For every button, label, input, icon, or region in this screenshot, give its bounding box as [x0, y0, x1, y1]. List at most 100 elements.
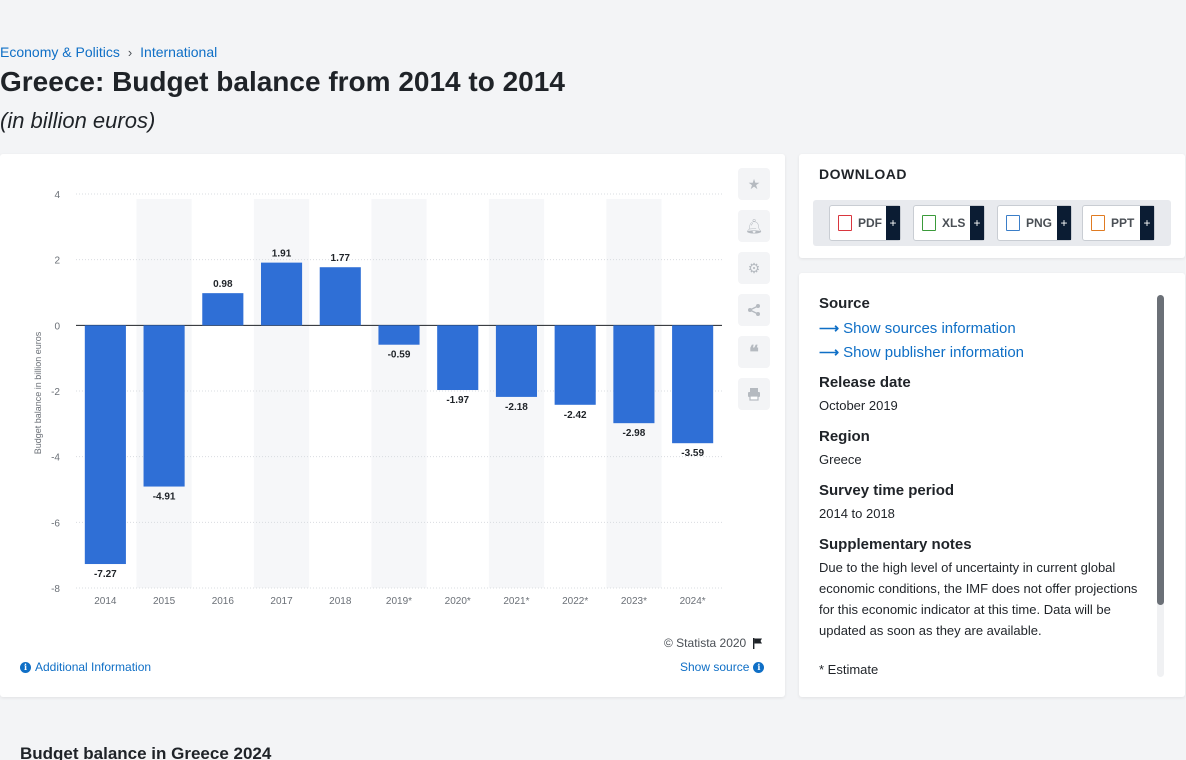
download-png-label: PNG — [1026, 216, 1053, 230]
download-card: DOWNLOAD PDF + XLS + PNG + PPT + — [799, 154, 1185, 258]
bar — [84, 325, 126, 565]
region-heading: Region — [819, 428, 870, 445]
breadcrumb-economy-politics[interactable]: Economy & Politics — [0, 44, 120, 60]
xls-file-icon — [922, 215, 936, 231]
quote-icon[interactable]: ❝ — [738, 336, 770, 368]
release-date-value: October 2019 — [819, 398, 898, 413]
breadcrumb-international[interactable]: International — [140, 44, 218, 60]
page-title: Greece: Budget balance from 2014 to 2014 — [0, 66, 565, 97]
x-tick-label: 2019* — [386, 596, 412, 607]
data-label: 1.77 — [331, 253, 351, 264]
additional-information-link[interactable]: i Additional Information — [20, 660, 151, 674]
x-tick-label: 2017 — [270, 596, 293, 607]
y-tick-label: 0 — [54, 321, 60, 332]
download-png-button[interactable]: PNG + — [997, 205, 1072, 241]
y-axis-label: Budget balance in billion euros — [33, 331, 43, 454]
breadcrumb-separator: › — [127, 44, 133, 60]
download-pdf-button[interactable]: PDF + — [829, 205, 901, 241]
data-label: 0.98 — [213, 279, 233, 290]
bar — [319, 267, 361, 326]
download-ppt-button[interactable]: PPT + — [1082, 205, 1155, 241]
y-tick-label: -8 — [51, 584, 60, 595]
data-label: -2.18 — [505, 402, 528, 413]
arrow-right-icon: ⟶ — [819, 343, 840, 360]
show-source-link[interactable]: Show source i — [680, 660, 765, 674]
data-label: -0.59 — [388, 350, 411, 361]
pdf-file-icon — [838, 215, 852, 231]
breadcrumb: Economy & Politics › International — [0, 43, 217, 61]
share-icon[interactable] — [738, 294, 770, 326]
x-tick-label: 2015 — [153, 596, 176, 607]
download-xls-button[interactable]: XLS + — [913, 205, 985, 241]
download-pdf-label: PDF — [858, 216, 882, 230]
region-value: Greece — [819, 452, 862, 467]
source-heading: Source — [819, 295, 870, 312]
info-scrollbar[interactable] — [1157, 295, 1164, 677]
data-label: -4.91 — [153, 492, 176, 503]
show-sources-link[interactable]: ⟶ Show sources information — [819, 316, 1149, 340]
download-title: DOWNLOAD — [819, 166, 907, 182]
plus-icon: + — [970, 206, 984, 240]
top-navigation-bar — [0, 0, 1186, 36]
bar — [672, 325, 714, 444]
chart-toolbar: ★ 🔔︎ ⚙ ❝ — [738, 168, 770, 420]
y-tick-label: -4 — [51, 453, 60, 464]
chart-card: 4 2 0 -2 -4 -6 -8 Budget balance in billion eur… — [0, 154, 785, 697]
x-tick-label: 2022* — [562, 596, 588, 607]
plus-icon: + — [886, 206, 900, 240]
flag-icon[interactable] — [752, 637, 764, 649]
ppt-file-icon — [1091, 215, 1105, 231]
release-date-heading: Release date — [819, 374, 911, 391]
info-icon: i — [20, 661, 31, 673]
show-source-label: Show source — [680, 660, 750, 674]
download-xls-label: XLS — [942, 216, 966, 230]
data-label: -2.98 — [623, 428, 646, 439]
print-icon[interactable] — [738, 378, 770, 410]
additional-information-label: Additional Information — [35, 660, 152, 674]
copyright-notice: © Statista 2020 — [664, 636, 764, 650]
x-tick-label: 2020* — [445, 596, 471, 607]
download-ppt-label: PPT — [1111, 216, 1135, 230]
data-label: -2.42 — [564, 410, 587, 421]
bar — [554, 325, 596, 405]
survey-period-heading: Survey time period — [819, 482, 955, 499]
show-publisher-label: Show publisher information — [843, 343, 1025, 361]
y-tick-label: -6 — [51, 518, 60, 529]
supplementary-notes-value: Due to the high level of uncertainty in … — [819, 560, 1138, 638]
data-label: 1.91 — [272, 249, 292, 260]
survey-period-value: 2014 to 2018 — [819, 506, 895, 521]
y-tick-label: 4 — [54, 190, 60, 201]
bar — [437, 325, 479, 391]
bar — [495, 325, 538, 397]
supplementary-notes-heading: Supplementary notes — [819, 536, 972, 553]
x-tick-label: 2014 — [94, 596, 117, 607]
info-scrollbar-thumb[interactable] — [1157, 295, 1164, 605]
star-icon[interactable]: ★ — [738, 168, 770, 200]
bar — [378, 325, 420, 345]
bar — [613, 325, 655, 424]
copyright-text: © Statista 2020 — [664, 636, 747, 650]
bell-icon[interactable]: 🔔︎ — [738, 210, 770, 242]
x-tick-label: 2021* — [503, 596, 529, 607]
bar-chart: 4 2 0 -2 -4 -6 -8 Budget balance in billion eur… — [33, 190, 722, 607]
statistic-info-content: Source ⟶ Show sources information ⟶ Show… — [819, 295, 1149, 680]
data-label: -7.27 — [94, 569, 117, 580]
plus-icon: + — [1140, 206, 1154, 240]
related-statistic-title: Budget balance in Greece 2024 — [20, 744, 272, 760]
gear-icon[interactable]: ⚙ — [738, 252, 770, 284]
info-icon: i — [753, 661, 765, 673]
arrow-right-icon: ⟶ — [819, 319, 840, 336]
x-tick-label: 2024* — [680, 596, 706, 607]
plus-icon: + — [1057, 206, 1071, 240]
x-tick-label: 2016 — [212, 596, 235, 607]
show-sources-label: Show sources information — [843, 319, 1016, 337]
bar — [143, 325, 185, 487]
statistic-info-card: Source ⟶ Show sources information ⟶ Show… — [799, 273, 1185, 697]
column-band — [371, 199, 427, 588]
show-publisher-link[interactable]: ⟶ Show publisher information — [819, 340, 1149, 364]
data-label: -3.59 — [681, 448, 704, 459]
data-label: -1.97 — [446, 395, 469, 406]
x-tick-label: 2023* — [621, 596, 647, 607]
y-tick-label: 2 — [54, 256, 60, 267]
x-tick-label: 2018 — [329, 596, 352, 607]
